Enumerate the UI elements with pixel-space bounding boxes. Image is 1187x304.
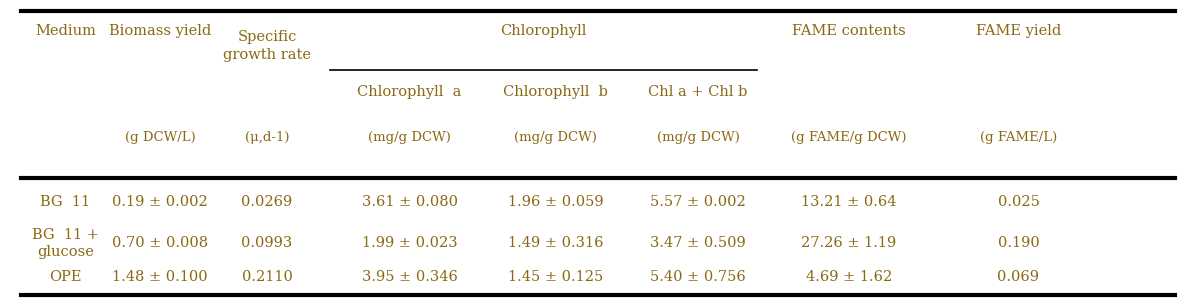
Text: (mg/g DCW): (mg/g DCW) <box>656 131 740 144</box>
Text: 5.40 ± 0.756: 5.40 ± 0.756 <box>650 270 745 284</box>
Text: (g DCW/L): (g DCW/L) <box>125 131 196 144</box>
Text: Chlorophyll  b: Chlorophyll b <box>503 85 608 99</box>
Text: 4.69 ± 1.62: 4.69 ± 1.62 <box>806 270 891 284</box>
Text: (g FAME/L): (g FAME/L) <box>979 131 1058 144</box>
Text: Medium: Medium <box>34 24 96 38</box>
Text: Chl a + Chl b: Chl a + Chl b <box>648 85 748 99</box>
Text: 3.47 ± 0.509: 3.47 ± 0.509 <box>650 236 745 250</box>
Text: 0.069: 0.069 <box>997 270 1040 284</box>
Text: (mg/g DCW): (mg/g DCW) <box>514 131 597 144</box>
Text: 0.0269: 0.0269 <box>241 195 293 209</box>
Text: 0.190: 0.190 <box>997 236 1040 250</box>
Text: 0.70 ± 0.008: 0.70 ± 0.008 <box>113 236 208 250</box>
Text: 27.26 ± 1.19: 27.26 ± 1.19 <box>801 236 896 250</box>
Text: 0.0993: 0.0993 <box>241 236 293 250</box>
Text: 5.57 ± 0.002: 5.57 ± 0.002 <box>650 195 745 209</box>
Text: 3.61 ± 0.080: 3.61 ± 0.080 <box>362 195 457 209</box>
Text: 1.45 ± 0.125: 1.45 ± 0.125 <box>508 270 603 284</box>
Text: 13.21 ± 0.64: 13.21 ± 0.64 <box>801 195 896 209</box>
Text: Biomass yield: Biomass yield <box>109 24 211 38</box>
Text: BG  11: BG 11 <box>40 195 90 209</box>
Text: Specific
growth rate: Specific growth rate <box>223 30 311 62</box>
Text: Chlorophyll: Chlorophyll <box>501 24 586 38</box>
Text: 0.025: 0.025 <box>997 195 1040 209</box>
Text: FAME yield: FAME yield <box>976 24 1061 38</box>
Text: 3.95 ± 0.346: 3.95 ± 0.346 <box>362 270 457 284</box>
Text: (μ,d-1): (μ,d-1) <box>245 131 290 144</box>
Text: Chlorophyll  a: Chlorophyll a <box>357 85 462 99</box>
Text: 1.49 ± 0.316: 1.49 ± 0.316 <box>508 236 603 250</box>
Text: (mg/g DCW): (mg/g DCW) <box>368 131 451 144</box>
Text: 1.99 ± 0.023: 1.99 ± 0.023 <box>362 236 457 250</box>
Text: 0.19 ± 0.002: 0.19 ± 0.002 <box>113 195 208 209</box>
Text: FAME contents: FAME contents <box>792 24 906 38</box>
Text: 1.48 ± 0.100: 1.48 ± 0.100 <box>113 270 208 284</box>
Text: (g FAME/g DCW): (g FAME/g DCW) <box>791 131 907 144</box>
Text: 0.2110: 0.2110 <box>242 270 292 284</box>
Text: 1.96 ± 0.059: 1.96 ± 0.059 <box>508 195 603 209</box>
Text: OPE: OPE <box>49 270 82 284</box>
Text: BG  11 +
glucose: BG 11 + glucose <box>32 228 99 259</box>
